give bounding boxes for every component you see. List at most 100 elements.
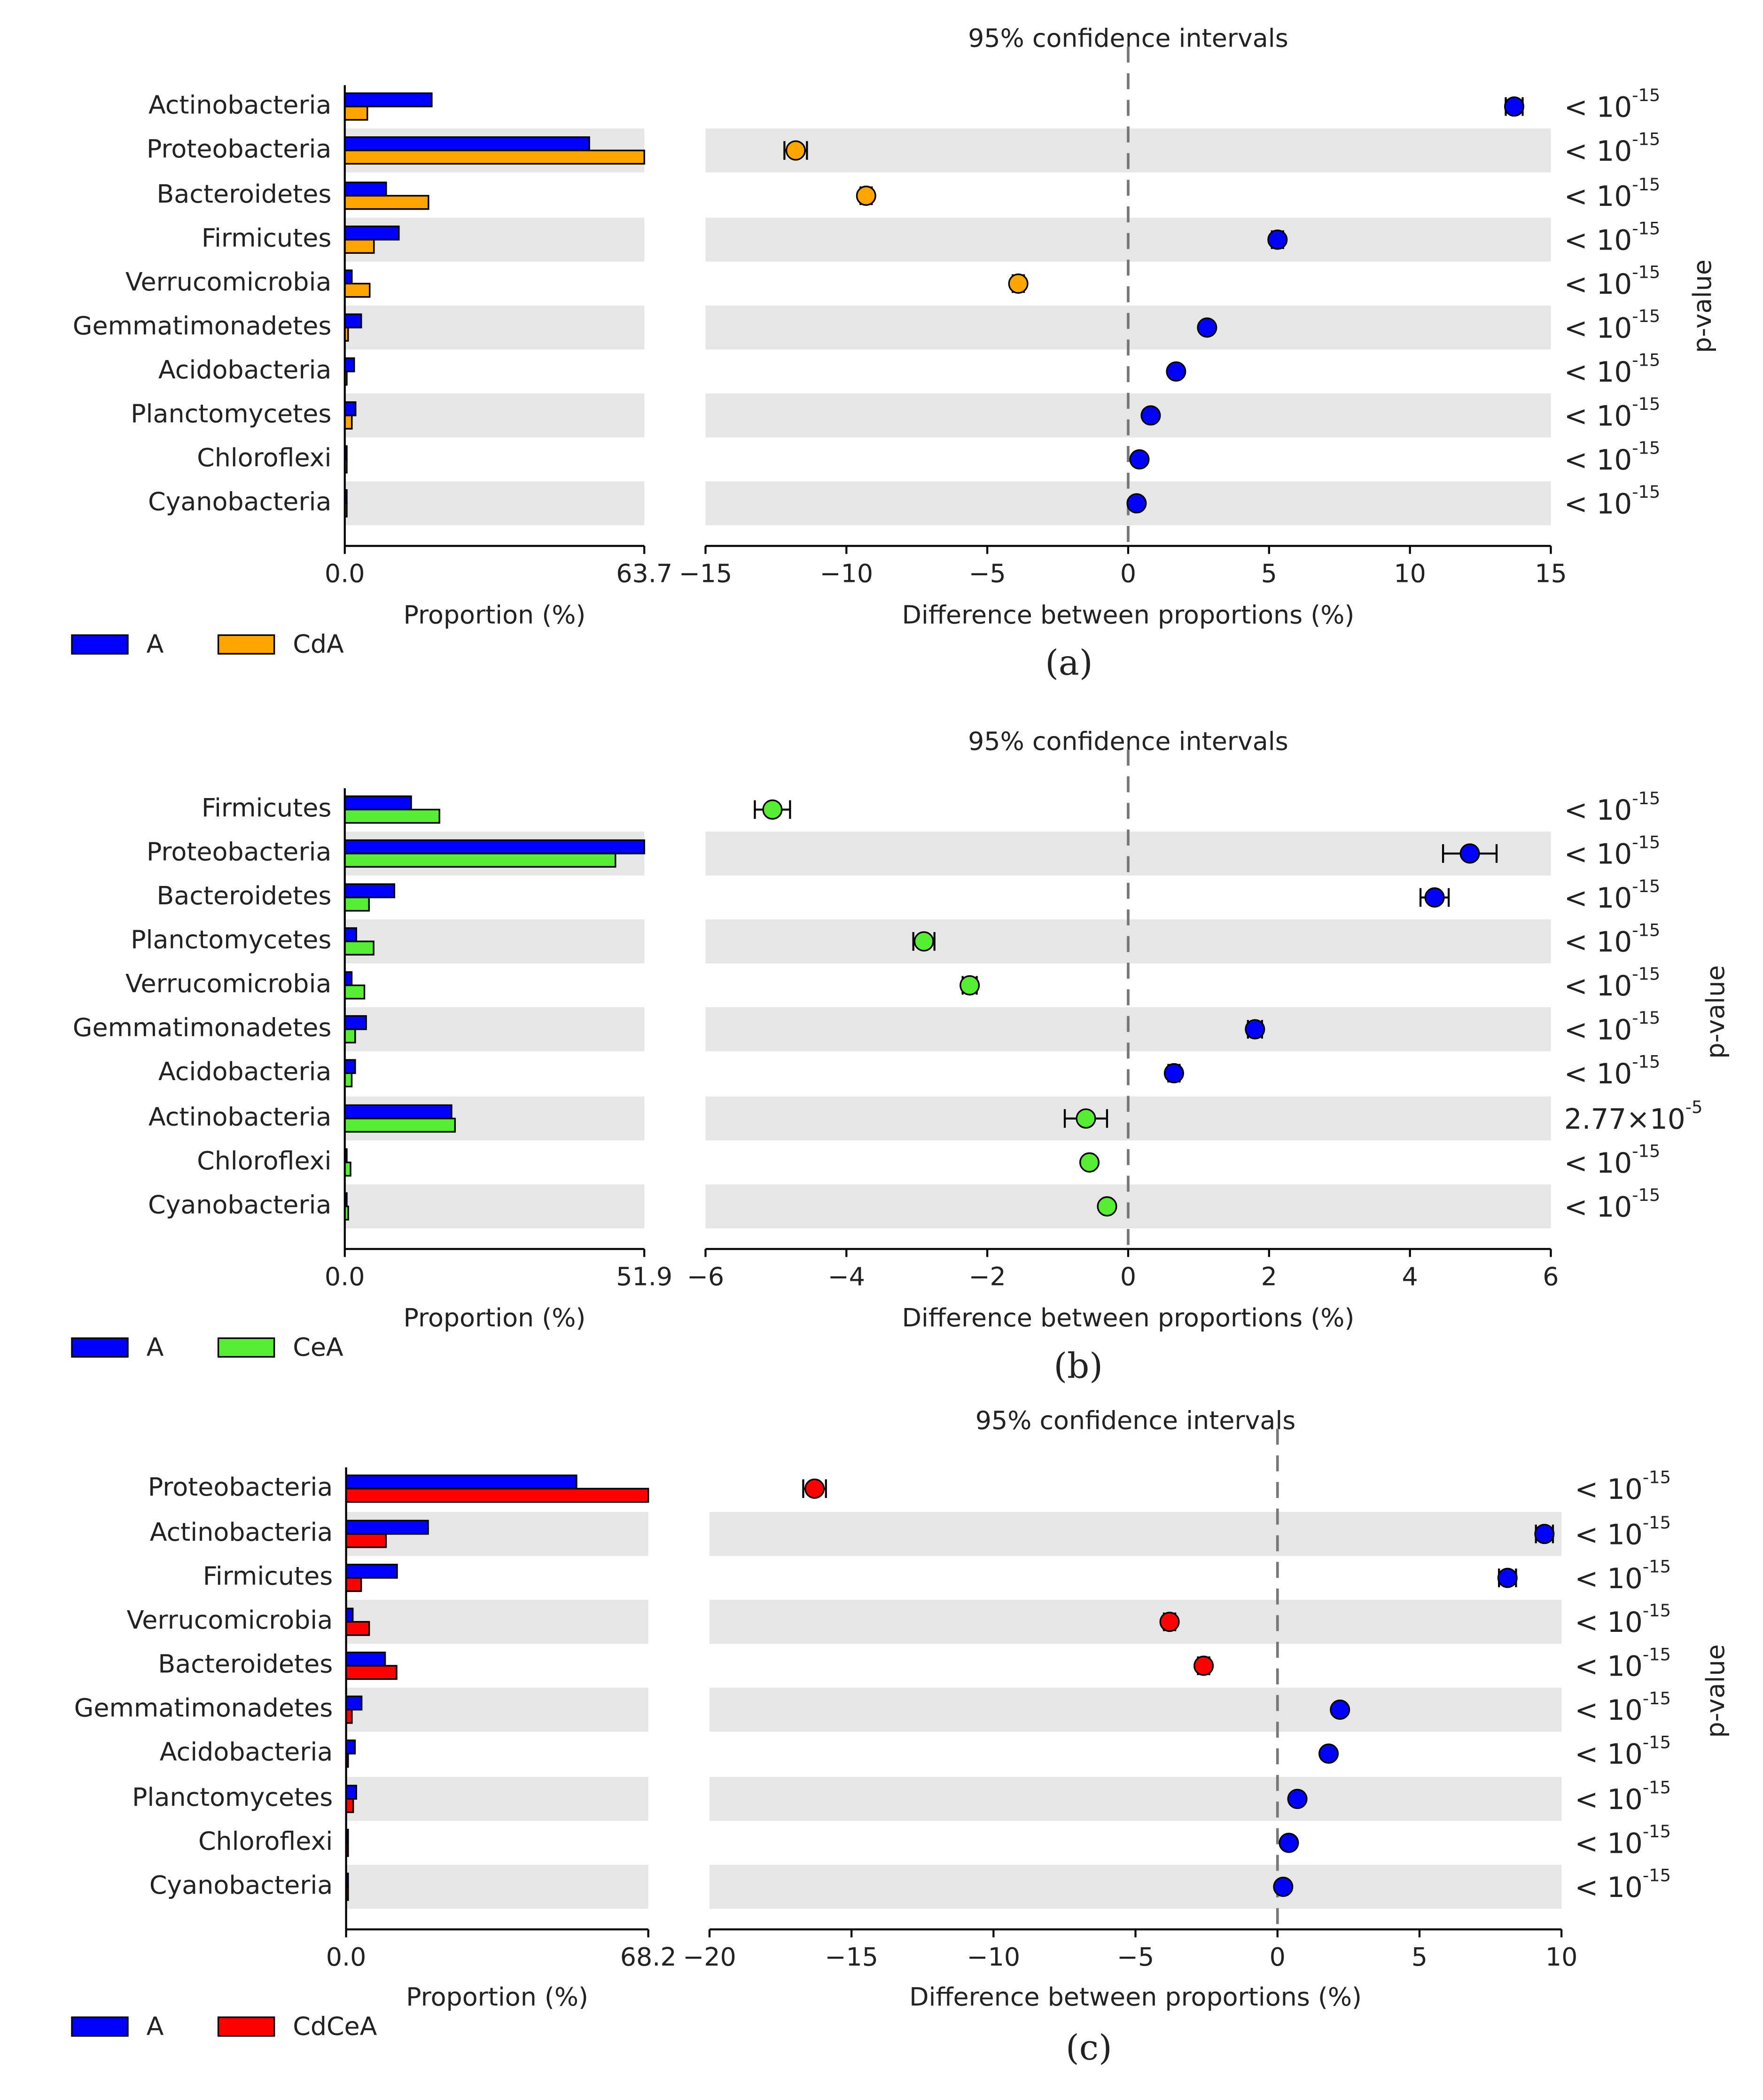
- bar-CdCeA: [345, 1621, 370, 1636]
- legend-swatch-A: [71, 634, 129, 655]
- bar-CeA: [344, 808, 440, 824]
- bar-tick-label-max: 68.2: [620, 1942, 677, 1972]
- p-value-label: < 10-15: [1564, 1008, 1661, 1047]
- p-value-exponent: -15: [1643, 1732, 1671, 1752]
- bar-A: [344, 401, 357, 416]
- diff-point: [1166, 361, 1186, 382]
- bar-CdA: [344, 239, 375, 254]
- p-value-label: < 10-15: [1564, 394, 1661, 433]
- bar-A: [345, 1785, 357, 1800]
- p-value-label: < 10-15: [1564, 262, 1661, 301]
- bar-x-label: Proportion (%): [406, 1982, 588, 2012]
- panel-letter: (b): [1053, 1346, 1103, 1386]
- bar-A: [344, 92, 433, 108]
- p-value-base: < 10: [1575, 1694, 1642, 1727]
- p-value-exponent: -15: [1632, 1051, 1660, 1072]
- p-value-base: < 10: [1564, 313, 1632, 345]
- p-value-base: < 10: [1575, 1651, 1642, 1683]
- row-stripe: [344, 393, 645, 438]
- p-value-exponent: -15: [1632, 350, 1660, 370]
- diff-x-label: Difference between proportions (%): [902, 600, 1355, 629]
- bar-A: [344, 795, 412, 811]
- p-value-base: < 10: [1564, 180, 1632, 213]
- diff-point: [1194, 1655, 1214, 1676]
- p-value-label: < 10-15: [1575, 1556, 1671, 1595]
- diff-tick-label: 10: [1545, 1942, 1577, 1972]
- category-label: Bacteroidetes: [158, 1649, 333, 1679]
- bar-A: [344, 1015, 367, 1030]
- diff-point: [804, 1478, 825, 1499]
- category-label: Planctomycetes: [132, 1782, 333, 1812]
- bar-CdA: [344, 149, 645, 165]
- bar-A: [345, 1520, 429, 1535]
- p-value-exponent: -15: [1632, 920, 1660, 940]
- legend: A CdA: [71, 629, 344, 659]
- legend-label: A: [147, 2011, 164, 2041]
- p-value-base: < 10: [1564, 400, 1632, 433]
- diff-tick-label: 4: [1402, 1262, 1418, 1291]
- category-label: Acidobacteria: [158, 355, 331, 384]
- p-value-label: < 10-15: [1575, 1777, 1671, 1816]
- bar-tick-label-max: 63.7: [616, 558, 672, 588]
- p-value-label: < 10-15: [1575, 1467, 1671, 1506]
- p-value-label: < 10-15: [1564, 1141, 1661, 1180]
- row-stripe: [709, 1512, 1562, 1556]
- p-value-exponent: -15: [1632, 129, 1660, 149]
- row-stripe: [346, 1865, 648, 1909]
- diff-point: [1076, 1108, 1096, 1129]
- p-value-exponent: -15: [1643, 1777, 1671, 1797]
- diff-point: [1287, 1788, 1308, 1809]
- p-value-label: < 10-15: [1575, 1688, 1671, 1727]
- diff-point: [1129, 449, 1150, 470]
- p-value-label: < 10-15: [1564, 964, 1661, 1003]
- bar-x-label: Proportion (%): [404, 1303, 586, 1332]
- bar-A: [344, 927, 358, 942]
- row-stripe: [344, 919, 645, 964]
- p-value-exponent: -15: [1632, 1141, 1660, 1161]
- p-value-exponent: -15: [1643, 1512, 1671, 1532]
- p-value-base: < 10: [1575, 1563, 1642, 1595]
- bar-A: [345, 1695, 363, 1711]
- category-label: Cyanobacteria: [149, 1870, 333, 1900]
- diff-point: [1159, 1612, 1180, 1632]
- ci-title: 95% confidence intervals: [975, 1405, 1296, 1435]
- diff-tick-label: −5: [1117, 1942, 1154, 1972]
- diff-point: [1318, 1743, 1339, 1764]
- p-value-exponent: -15: [1632, 788, 1660, 808]
- p-value-base: < 10: [1564, 91, 1632, 124]
- bar-CeA: [344, 1072, 353, 1088]
- diff-tick-label: 5: [1412, 1942, 1428, 1972]
- p-value-exponent: -15: [1632, 174, 1660, 194]
- category-label: Actinobacteria: [150, 1517, 333, 1547]
- diff-x-label: Difference between proportions (%): [909, 1982, 1362, 2012]
- category-label: Planctomycetes: [131, 925, 331, 955]
- bar-A: [344, 136, 590, 151]
- p-value-label: < 10-15: [1575, 1821, 1671, 1860]
- bar-CeA: [344, 896, 370, 912]
- p-value-base: < 10: [1564, 488, 1632, 521]
- diff-point: [1126, 493, 1147, 514]
- diff-point: [785, 140, 806, 161]
- diff-point: [1424, 887, 1445, 908]
- bar-CeA: [344, 984, 366, 1000]
- diff-tick-label: 0: [1270, 1942, 1286, 1972]
- p-value-label: < 10-15: [1564, 438, 1661, 477]
- p-value-exponent: -15: [1632, 394, 1660, 414]
- row-stripe: [709, 1687, 1562, 1732]
- diff-point: [1279, 1833, 1299, 1853]
- diff-tick-label: 0: [1120, 558, 1136, 588]
- diff-tick-label: 5: [1261, 558, 1277, 588]
- diff-tick-label: 15: [1535, 558, 1567, 588]
- diff-point: [1267, 229, 1288, 250]
- p-value-exponent: -15: [1632, 306, 1660, 326]
- p-value-exponent: -15: [1632, 85, 1660, 105]
- diff-point: [1140, 405, 1161, 426]
- p-value-label: < 10-15: [1564, 1051, 1661, 1090]
- row-stripe: [344, 1007, 645, 1051]
- diff-point: [762, 799, 783, 820]
- category-label: Proteobacteria: [148, 1472, 333, 1502]
- category-label: Planctomycetes: [131, 399, 331, 429]
- bar-CdCeA: [345, 1488, 649, 1503]
- diff-point: [856, 185, 876, 206]
